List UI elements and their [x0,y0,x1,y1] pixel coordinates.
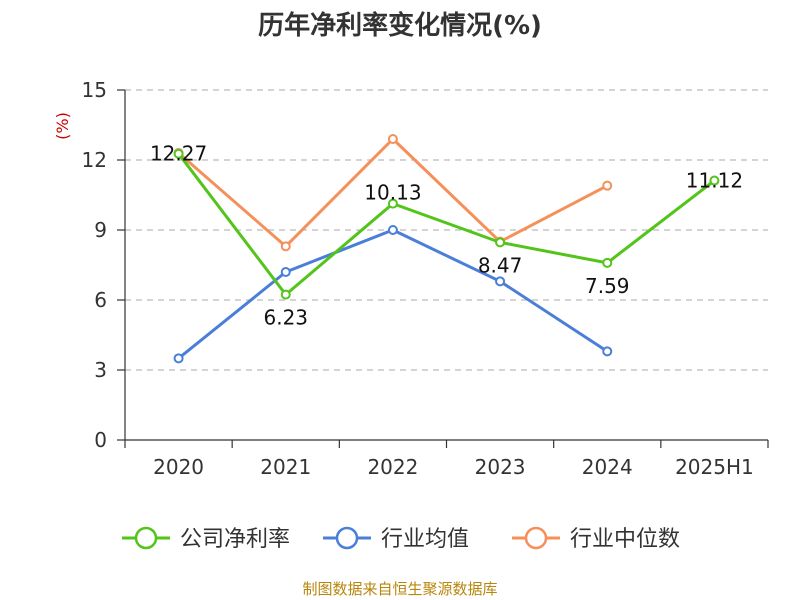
series-point-1-2022 [387,225,398,235]
data-label-2023: 8.47 [478,253,523,277]
series-group [173,134,720,364]
y-tick-label-12: 12 [82,148,107,172]
data-label-2024: 7.59 [585,274,630,298]
series-point-0-2023 [495,237,506,248]
x-axis-ticks: 2020 2021 2022 2023 2024 2025H1 [124,440,769,479]
series-point-1-2023 [495,276,506,287]
legend-marker-1 [335,526,359,550]
y-tick-label-6: 6 [94,288,107,312]
series-point-0-2022 [387,198,398,209]
y-tick-label-0: 0 [94,428,107,452]
data-label-2022: 10.13 [364,181,421,205]
series-point-0-2020 [173,148,184,159]
legend-item-1: 行业均值 [323,526,469,552]
y-tick-label-3: 3 [94,358,107,382]
series-point-0-2021 [280,289,291,300]
chart-title: 历年净利率变化情况(%) [258,10,542,41]
axes [124,90,768,441]
grid-lines [125,89,768,371]
data-label-2025H1: 11.12 [686,169,743,193]
x-tick-label-2020: 2020 [153,455,204,479]
y-tick-label-15: 15 [82,78,107,102]
legend-label-1: 行业均值 [381,527,469,552]
series-point-1-2020 [173,353,184,364]
series-line-0 [177,152,716,297]
legend-item-0: 公司净利率 [122,526,290,552]
y-tick-label-9: 9 [94,218,107,242]
legend-marker-0 [134,526,158,550]
x-tick-label-2021: 2021 [260,455,311,479]
series-point-2-2021 [280,241,291,252]
series-point-1-2021 [280,267,291,277]
series-point-1-2024 [602,346,613,357]
data-labels: 12.27 6.23 10.13 8.47 7.59 11.12 [150,142,743,330]
y-axis-ticks: 0 3 6 9 12 15 [82,78,125,452]
source-note: 制图数据来自恒生聚源数据库 [302,580,497,598]
x-tick-label-2025H1: 2025H1 [675,455,754,479]
data-label-2021: 6.23 [263,306,308,330]
data-label-2020: 12.27 [150,142,207,166]
y-axis-unit-label: (%) [53,112,72,140]
series-point-0-2025H1 [709,175,720,186]
x-tick-label-2024: 2024 [582,455,633,479]
legend-label-2: 行业中位数 [570,527,680,552]
series-point-2-2022 [387,134,398,144]
series-point-0-2024 [602,257,613,268]
series-0 [173,148,720,300]
series-1 [173,225,613,364]
x-tick-label-2022: 2022 [367,455,418,479]
series-point-2-2024 [602,180,613,191]
legend-label-0: 公司净利率 [180,527,290,552]
legend-marker-2 [524,526,548,550]
legend-item-2: 行业中位数 [512,526,680,552]
legend: 公司净利率 行业均值 行业中位数 [122,526,680,552]
x-tick-label-2023: 2023 [475,455,526,479]
